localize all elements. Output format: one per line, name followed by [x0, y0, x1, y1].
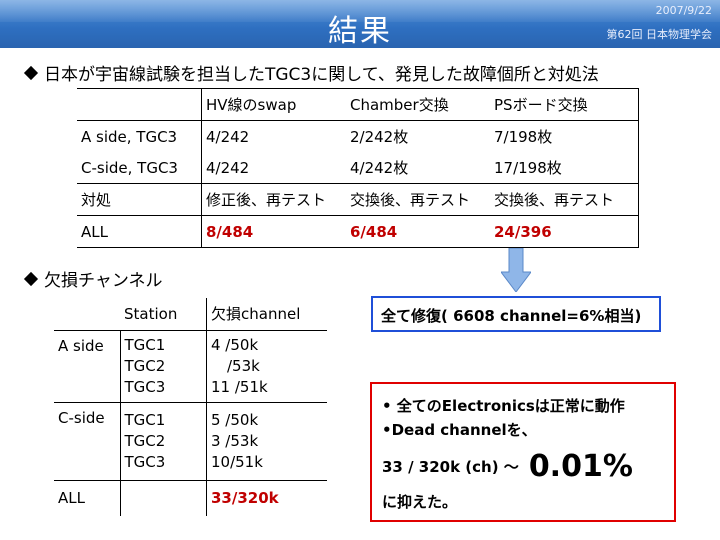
result-ratio: 33 / 320k (ch) ～ [382, 458, 519, 476]
result-line-3: 33 / 320k (ch) ～ 0.01% [382, 444, 674, 490]
date-label: 2007/9/22 [655, 4, 712, 17]
station-list: TGC1 TGC2 TGC3 [119, 401, 207, 480]
row-label: A side, TGC3 [81, 127, 178, 146]
station-list: TGC1 TGC2 TGC3 [119, 329, 207, 402]
all-label: ALL [54, 479, 120, 516]
side-label-c: C-side [54, 401, 120, 480]
diamond-bullet-icon [23, 271, 39, 287]
table-cell: 2/242枚 [350, 128, 409, 146]
result-summary-box: • 全てのElectronicsは正常に動作 •Dead channelを、 3… [370, 382, 676, 522]
table-cell: 4/242 [201, 152, 346, 184]
table-row: C-side TGC1 TGC2 TGC3 5 /50k 3 /53k 10/5… [54, 401, 327, 480]
row-label: C-side, TGC3 [81, 158, 178, 177]
table-cell: 17/198枚 [490, 152, 639, 184]
channel-list: 5 /50k 3 /53k 10/51k [206, 401, 327, 480]
table-cell: 4/242 [201, 120, 346, 152]
station-name: TGC1 [124, 410, 166, 429]
row-label: ALL [77, 215, 202, 248]
station-name: TGC3 [124, 377, 166, 396]
header-cell-empty [54, 298, 120, 330]
table-row: ALL 8/484 6/484 24/396 [77, 215, 639, 248]
station-name: TGC2 [124, 356, 166, 375]
table-cell: 7/198枚 [490, 120, 639, 152]
station-name: TGC2 [124, 431, 166, 450]
header-cell-hv-swap: HV線のswap [201, 88, 346, 121]
station-name: TGC1 [124, 335, 166, 354]
diamond-bullet-icon [23, 65, 39, 81]
channel-value: 10/51k [211, 452, 263, 471]
table-row: A side TGC1 TGC2 TGC3 4 /50k /53k 11 /51… [54, 329, 327, 402]
header-cell-empty [77, 88, 202, 121]
bullet-1: 日本が宇宙線試験を担当したTGC3に関して、発見した故障個所と対処法 [23, 60, 599, 85]
title-bar-shine [0, 0, 720, 22]
channel-value: /53k [227, 356, 260, 375]
table-cell: 交換後、再テスト [346, 183, 490, 216]
table-cell: 4/242枚 [350, 159, 409, 177]
table-row: ALL 33/320k [54, 479, 327, 516]
fault-table: HV線のswap Chamber交換 PSボード交換 A side, TGC3 … [77, 88, 639, 248]
table-cell: 修正後、再テスト [201, 183, 346, 216]
channel-value: 3 /53k [211, 431, 259, 450]
channel-value: 4 /50k [211, 335, 259, 354]
slide-title: 結果 [328, 14, 392, 49]
repair-summary-box: 全て修復( 6608 channel=6%相当) [371, 296, 661, 332]
title-bar: 結果 2007/9/22 第62回 日本物理学会 [0, 0, 720, 49]
table-cell: 24/396 [490, 215, 639, 248]
table-cell: 交換後、再テスト [490, 183, 639, 216]
result-line-2: •Dead channelを、 [382, 421, 537, 439]
table-cell: 6/484 [346, 215, 490, 248]
header-cell-ps-board: PSボード交換 [490, 88, 639, 121]
fault-table-header-row: HV線のswap Chamber交換 PSボード交換 [77, 88, 639, 121]
dead-channel-table: Station 欠損channel A side TGC1 TGC2 TGC3 … [54, 298, 327, 516]
bullet-2-text: 欠損チャンネル [44, 271, 163, 291]
result-line-4: に抑えた。 [382, 493, 458, 511]
channel-value: 5 /50k [211, 410, 259, 429]
dead-channel-header-row: Station 欠損channel [54, 298, 327, 330]
channel-value: 11 /51k [211, 377, 268, 396]
empty-cell [119, 479, 207, 516]
bullet-1-text: 日本が宇宙線試験を担当したTGC3に関して、発見した故障個所と対処法 [44, 65, 599, 85]
result-percentage: 0.01% [528, 449, 633, 484]
table-row: C-side, TGC3 4/242 4/242枚 17/198枚 [77, 152, 639, 184]
station-name: TGC3 [124, 452, 166, 471]
table-row: A side, TGC3 4/242 2/242枚 7/198枚 [77, 120, 639, 152]
down-arrow-icon [501, 248, 531, 292]
all-value: 33/320k [206, 479, 327, 516]
row-label: 対処 [77, 183, 202, 216]
table-cell: 8/484 [201, 215, 346, 248]
header-cell-dead-channel: 欠損channel [206, 298, 327, 330]
header-cell-chamber: Chamber交換 [346, 88, 490, 121]
channel-list: 4 /50k /53k 11 /51k [206, 329, 327, 402]
conference-label: 第62回 日本物理学会 [606, 28, 713, 41]
table-row: 対処 修正後、再テスト 交換後、再テスト 交換後、再テスト [77, 183, 639, 216]
header-cell-station: Station [124, 304, 178, 323]
side-label-a: A side [54, 329, 120, 402]
bullet-2: 欠損チャンネル [23, 266, 163, 291]
result-line-1: • 全てのElectronicsは正常に動作 [382, 397, 625, 415]
